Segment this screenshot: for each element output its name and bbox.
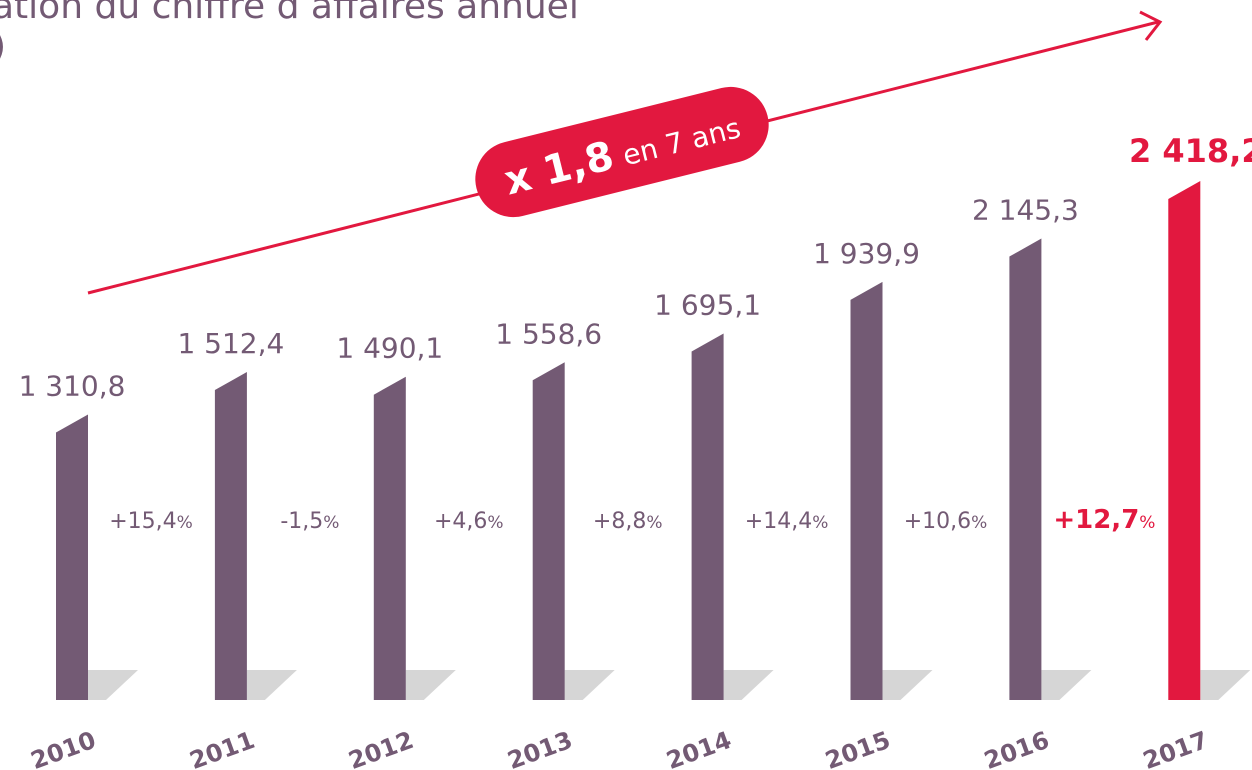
bar	[56, 414, 88, 700]
bar-shadow	[564, 670, 615, 700]
value-label: 1 939,9	[813, 237, 920, 270]
value-label: 2 418,2	[1129, 132, 1252, 170]
growth-value: -1,5	[280, 509, 323, 534]
growth-value: +14,4	[745, 509, 812, 534]
growth-label: +14,4%	[745, 509, 829, 534]
growth-unit: %	[323, 513, 339, 533]
growth-value: +10,6	[904, 509, 971, 534]
bar	[691, 333, 724, 700]
growth-value: +15,4	[109, 509, 176, 534]
bar-shadow	[88, 670, 138, 700]
growth-label: +12,7%	[1053, 505, 1155, 535]
bar	[214, 372, 247, 700]
growth-value: +4,6	[434, 509, 487, 534]
badge: x 1,8en 7 ans	[475, 86, 769, 218]
growth-unit: %	[487, 513, 503, 533]
chart-subtitle: )	[0, 26, 6, 67]
x-tick-label: 2010	[27, 726, 99, 770]
chart-title: ation du chiffre d’affaires annuel	[0, 0, 579, 27]
bar-shadow	[1041, 670, 1092, 700]
bar-shadow	[723, 670, 774, 700]
badge-pill	[475, 86, 769, 218]
bar-shadow	[1200, 670, 1251, 700]
growth-label: +4,6%	[434, 509, 504, 534]
bar-shadow	[246, 670, 297, 700]
value-label: 1 512,4	[177, 327, 284, 360]
bar	[532, 362, 565, 700]
growth-value: +12,7	[1053, 505, 1139, 535]
bar	[850, 281, 883, 700]
x-tick-label: 2012	[345, 726, 417, 770]
growth-label: -1,5%	[280, 509, 339, 534]
x-tick-label: 2013	[504, 726, 576, 770]
bar	[1009, 238, 1042, 700]
growth-unit: %	[1139, 513, 1155, 533]
growth-unit: %	[177, 513, 193, 533]
bar-shadow	[882, 670, 933, 700]
growth-unit: %	[812, 513, 828, 533]
value-label: 2 145,3	[972, 194, 1079, 227]
x-tick-label: 2011	[186, 726, 258, 770]
growth-label: +10,6%	[904, 509, 988, 534]
value-label: 1 695,1	[654, 289, 761, 322]
x-tick-label: 2014	[663, 726, 735, 770]
value-label: 1 558,6	[495, 317, 602, 350]
growth-unit: %	[971, 513, 987, 533]
bar	[1168, 181, 1201, 700]
value-label: 1 310,8	[19, 370, 126, 403]
x-tick-label: 2015	[822, 726, 894, 770]
growth-value: +8,8	[593, 509, 646, 534]
arrow-head	[1139, 10, 1163, 41]
growth-label: +8,8%	[593, 509, 663, 534]
value-label: 1 490,1	[336, 332, 443, 365]
growth-unit: %	[646, 513, 662, 533]
x-tick-label: 2016	[980, 726, 1052, 770]
x-tick-label: 2017	[1139, 726, 1211, 770]
bar-shadow	[405, 670, 456, 700]
growth-label: +15,4%	[109, 509, 193, 534]
bar	[373, 376, 406, 700]
